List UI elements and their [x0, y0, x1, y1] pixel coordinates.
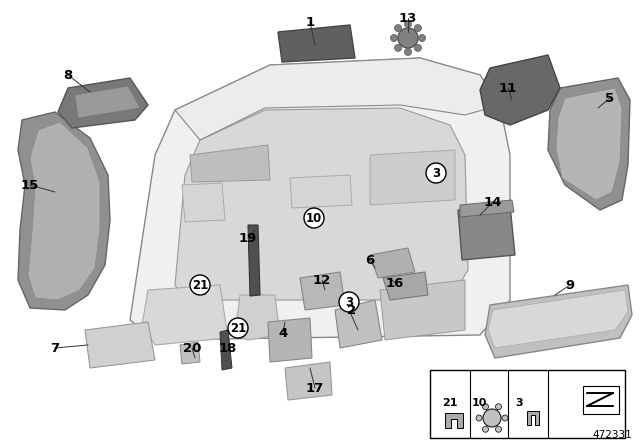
- Text: 2: 2: [348, 303, 356, 316]
- Polygon shape: [460, 200, 514, 217]
- Text: 8: 8: [63, 69, 72, 82]
- Circle shape: [476, 415, 482, 421]
- Text: 14: 14: [484, 195, 502, 208]
- Text: 13: 13: [399, 12, 417, 25]
- Polygon shape: [380, 280, 465, 340]
- Text: 6: 6: [365, 254, 374, 267]
- Polygon shape: [485, 285, 632, 358]
- Polygon shape: [556, 88, 622, 200]
- Text: 19: 19: [239, 232, 257, 245]
- Polygon shape: [383, 272, 428, 300]
- Circle shape: [426, 163, 446, 183]
- Polygon shape: [300, 272, 345, 310]
- Circle shape: [404, 48, 412, 56]
- Circle shape: [395, 44, 402, 52]
- Text: 17: 17: [306, 382, 324, 395]
- Polygon shape: [285, 362, 332, 400]
- Polygon shape: [488, 290, 628, 348]
- Polygon shape: [527, 411, 539, 425]
- Circle shape: [414, 44, 421, 52]
- Polygon shape: [548, 78, 630, 210]
- Text: 21: 21: [192, 279, 208, 292]
- Polygon shape: [220, 330, 232, 370]
- Text: 1: 1: [305, 16, 315, 29]
- Circle shape: [414, 25, 421, 32]
- Polygon shape: [18, 112, 110, 310]
- Circle shape: [228, 318, 248, 338]
- Polygon shape: [335, 300, 382, 348]
- Text: 10: 10: [471, 398, 486, 408]
- Circle shape: [404, 21, 412, 27]
- Circle shape: [483, 409, 501, 427]
- Circle shape: [390, 34, 397, 42]
- Polygon shape: [248, 225, 260, 296]
- Text: 7: 7: [51, 341, 60, 354]
- Circle shape: [339, 292, 359, 312]
- Text: 10: 10: [306, 211, 322, 224]
- Text: 9: 9: [565, 279, 575, 292]
- Polygon shape: [142, 285, 228, 345]
- Text: 472331: 472331: [592, 430, 632, 440]
- Circle shape: [502, 415, 508, 421]
- Bar: [430, 370, 625, 438]
- Polygon shape: [85, 322, 155, 368]
- Text: 5: 5: [605, 91, 614, 104]
- Circle shape: [190, 275, 210, 295]
- Polygon shape: [445, 413, 463, 428]
- Polygon shape: [278, 25, 355, 62]
- Circle shape: [398, 28, 418, 48]
- Circle shape: [495, 404, 502, 410]
- Text: 4: 4: [278, 327, 287, 340]
- Circle shape: [395, 25, 402, 32]
- Polygon shape: [180, 342, 200, 364]
- Circle shape: [483, 404, 488, 410]
- Polygon shape: [182, 183, 225, 222]
- Circle shape: [483, 426, 488, 432]
- Text: 21: 21: [230, 322, 246, 335]
- Polygon shape: [130, 58, 510, 340]
- Circle shape: [304, 208, 324, 228]
- Polygon shape: [458, 205, 515, 260]
- Circle shape: [419, 34, 426, 42]
- Text: 12: 12: [313, 273, 331, 287]
- Text: 3: 3: [345, 296, 353, 309]
- Text: 20: 20: [183, 341, 201, 354]
- Polygon shape: [175, 58, 500, 140]
- Text: 3: 3: [515, 398, 523, 408]
- Circle shape: [495, 426, 502, 432]
- Polygon shape: [290, 175, 352, 208]
- Polygon shape: [28, 122, 100, 300]
- Bar: [583, 386, 619, 414]
- Text: 15: 15: [21, 178, 39, 191]
- Polygon shape: [190, 145, 270, 182]
- Text: 16: 16: [386, 276, 404, 289]
- Polygon shape: [235, 295, 280, 340]
- Polygon shape: [58, 78, 148, 128]
- Polygon shape: [370, 150, 455, 205]
- Polygon shape: [75, 86, 140, 118]
- Text: 18: 18: [219, 341, 237, 354]
- Text: 21: 21: [442, 398, 458, 408]
- Polygon shape: [480, 55, 560, 125]
- Polygon shape: [268, 318, 312, 362]
- Text: 11: 11: [499, 82, 517, 95]
- Polygon shape: [370, 248, 415, 278]
- Text: 3: 3: [432, 167, 440, 180]
- Polygon shape: [175, 108, 468, 300]
